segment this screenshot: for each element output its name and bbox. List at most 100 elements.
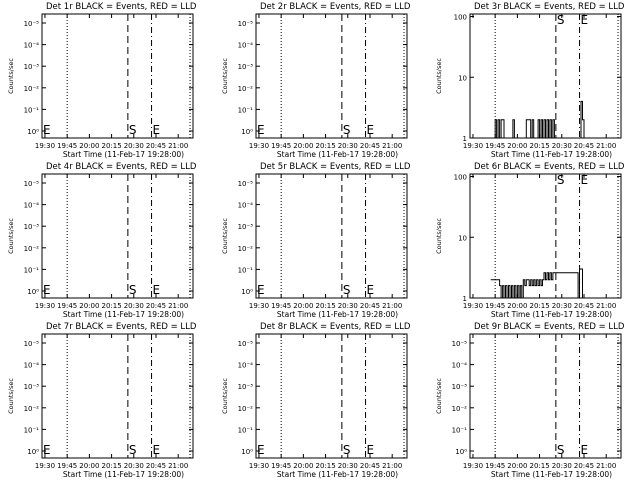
- detector-panel: Det 7r BLACK = Events, RED = LLD 10⁰ 10⁻¹ 1…: [7, 322, 197, 479]
- y-tick-label: 10⁻¹: [238, 266, 254, 274]
- x-tick-label: 20:30: [338, 142, 358, 150]
- y-tick-label: 10⁻³: [238, 223, 254, 231]
- detector-panel: Det 9r BLACK = Events, RED = LLD 10⁰ 10⁻¹ 1…: [435, 322, 625, 479]
- y-axis-label: Counts/sec: [7, 378, 15, 414]
- y-axis-label: Counts/sec: [7, 58, 15, 94]
- y-tick-label: 10⁻⁵: [238, 180, 254, 188]
- marker-label: E: [43, 123, 51, 137]
- x-tick-label: 21:00: [168, 142, 188, 150]
- y-tick-label: 10: [458, 234, 467, 242]
- y-tick-label: 10⁻⁵: [24, 340, 40, 348]
- y-tick-label: 10⁰: [27, 128, 39, 136]
- marker-label: E: [153, 123, 161, 137]
- y-tick-label: 100: [454, 174, 467, 182]
- y-tick-label: 10⁻²: [24, 405, 40, 413]
- y-tick-label: 10⁻⁴: [238, 42, 254, 50]
- x-tick-label: 19:30: [463, 142, 483, 150]
- plot-frame: [469, 173, 622, 299]
- x-tick-label: 20:30: [338, 302, 358, 310]
- x-tick-label: 20:00: [293, 302, 313, 310]
- x-tick-label: 20:15: [529, 142, 549, 150]
- x-tick-label: 19:45: [57, 142, 77, 150]
- marker-label: E: [367, 283, 375, 297]
- x-axis-label: Start Time (11-Feb-17 19:28:00): [277, 150, 398, 159]
- marker-label: E: [43, 443, 51, 457]
- y-tick-label: 10⁻³: [24, 223, 40, 231]
- x-tick-label: 19:45: [485, 302, 505, 310]
- marker-label: S: [557, 443, 565, 457]
- y-tick-label: 10⁻¹: [238, 426, 254, 434]
- y-tick-label: 10⁻³: [238, 383, 254, 391]
- x-tick-label: 20:15: [101, 462, 121, 470]
- panel-title: Det 2r BLACK = Events, RED = LLD: [260, 2, 411, 12]
- y-tick-label: 10⁻¹: [24, 106, 40, 114]
- panel-title: Det 7r BLACK = Events, RED = LLD: [46, 322, 197, 332]
- y-tick-label: 10⁻⁵: [238, 20, 254, 28]
- x-tick-label: 20:30: [124, 142, 144, 150]
- plot-frame: [41, 333, 194, 459]
- y-tick-label: 10⁰: [241, 288, 253, 296]
- x-tick-label: 21:00: [596, 302, 616, 310]
- x-tick-label: 19:30: [463, 302, 483, 310]
- plot-frame: [41, 173, 194, 299]
- y-tick-label: 10⁻¹: [24, 426, 40, 434]
- marker-label: E: [153, 443, 161, 457]
- x-tick-label: 21:00: [596, 462, 616, 470]
- x-tick-label: 20:30: [552, 462, 572, 470]
- x-tick-label: 19:45: [57, 462, 77, 470]
- detector-panel: Det 8r BLACK = Events, RED = LLD 10⁰ 10⁻¹ 1…: [221, 322, 411, 479]
- y-tick-label: 10⁻³: [238, 63, 254, 71]
- y-tick-label: 10⁻¹: [24, 266, 40, 274]
- y-tick-label: 10⁻²: [238, 405, 254, 413]
- y-tick-label: 1: [463, 135, 467, 143]
- x-tick-label: 20:15: [101, 302, 121, 310]
- marker-label: S: [129, 283, 137, 297]
- marker-label: E: [581, 173, 589, 187]
- y-tick-label: 10⁻⁴: [452, 362, 468, 370]
- x-tick-label: 19:30: [249, 302, 269, 310]
- x-tick-label: 20:45: [146, 142, 166, 150]
- x-tick-label: 19:30: [249, 462, 269, 470]
- plot-frame: [41, 13, 194, 139]
- detector-panel: Det 3r BLACK = Events, RED = LLD 1 10 100 19…: [435, 2, 625, 159]
- y-axis-label: Counts/sec: [7, 218, 15, 254]
- y-tick-label: 10⁻⁴: [238, 202, 254, 210]
- x-axis-label: Start Time (11-Feb-17 19:28:00): [63, 470, 184, 479]
- marker-label: S: [129, 443, 137, 457]
- y-tick-label: 10⁻²: [238, 245, 254, 253]
- x-axis-label: Start Time (11-Feb-17 19:28:00): [491, 470, 612, 479]
- x-tick-label: 20:00: [293, 142, 313, 150]
- x-tick-label: 19:45: [57, 302, 77, 310]
- panel-title: Det 9r BLACK = Events, RED = LLD: [474, 322, 625, 332]
- x-tick-label: 20:00: [79, 142, 99, 150]
- x-tick-label: 20:00: [507, 462, 527, 470]
- y-tick-label: 10⁻¹: [238, 106, 254, 114]
- panel-title: Det 3r BLACK = Events, RED = LLD: [474, 2, 625, 12]
- panel-title: Det 5r BLACK = Events, RED = LLD: [260, 162, 411, 172]
- x-axis-label: Start Time (11-Feb-17 19:28:00): [491, 150, 612, 159]
- marker-label: S: [557, 173, 565, 187]
- x-tick-label: 20:15: [529, 302, 549, 310]
- y-tick-label: 10⁻¹: [452, 426, 468, 434]
- marker-label: E: [257, 283, 265, 297]
- x-tick-label: 20:00: [79, 462, 99, 470]
- y-tick-label: 10⁻⁴: [24, 362, 40, 370]
- y-axis-label: Counts/sec: [221, 378, 229, 414]
- detector-panel: Det 2r BLACK = Events, RED = LLD 10⁰ 10⁻¹ 1…: [221, 2, 411, 159]
- x-tick-label: 20:30: [124, 302, 144, 310]
- marker-label: S: [557, 13, 565, 27]
- events-series-line: [493, 100, 585, 139]
- x-tick-label: 20:30: [552, 142, 572, 150]
- y-axis-label: Counts/sec: [435, 378, 443, 414]
- x-tick-label: 19:30: [35, 462, 55, 470]
- y-tick-label: 10: [458, 74, 467, 82]
- marker-label: E: [43, 283, 51, 297]
- y-tick-label: 10⁰: [241, 128, 253, 136]
- y-tick-label: 10⁻⁵: [24, 180, 40, 188]
- y-axis-label: Counts/sec: [435, 218, 443, 254]
- x-tick-label: 20:30: [124, 462, 144, 470]
- x-tick-label: 19:45: [271, 462, 291, 470]
- y-tick-label: 10⁰: [455, 448, 467, 456]
- y-tick-label: 10⁻⁵: [452, 340, 468, 348]
